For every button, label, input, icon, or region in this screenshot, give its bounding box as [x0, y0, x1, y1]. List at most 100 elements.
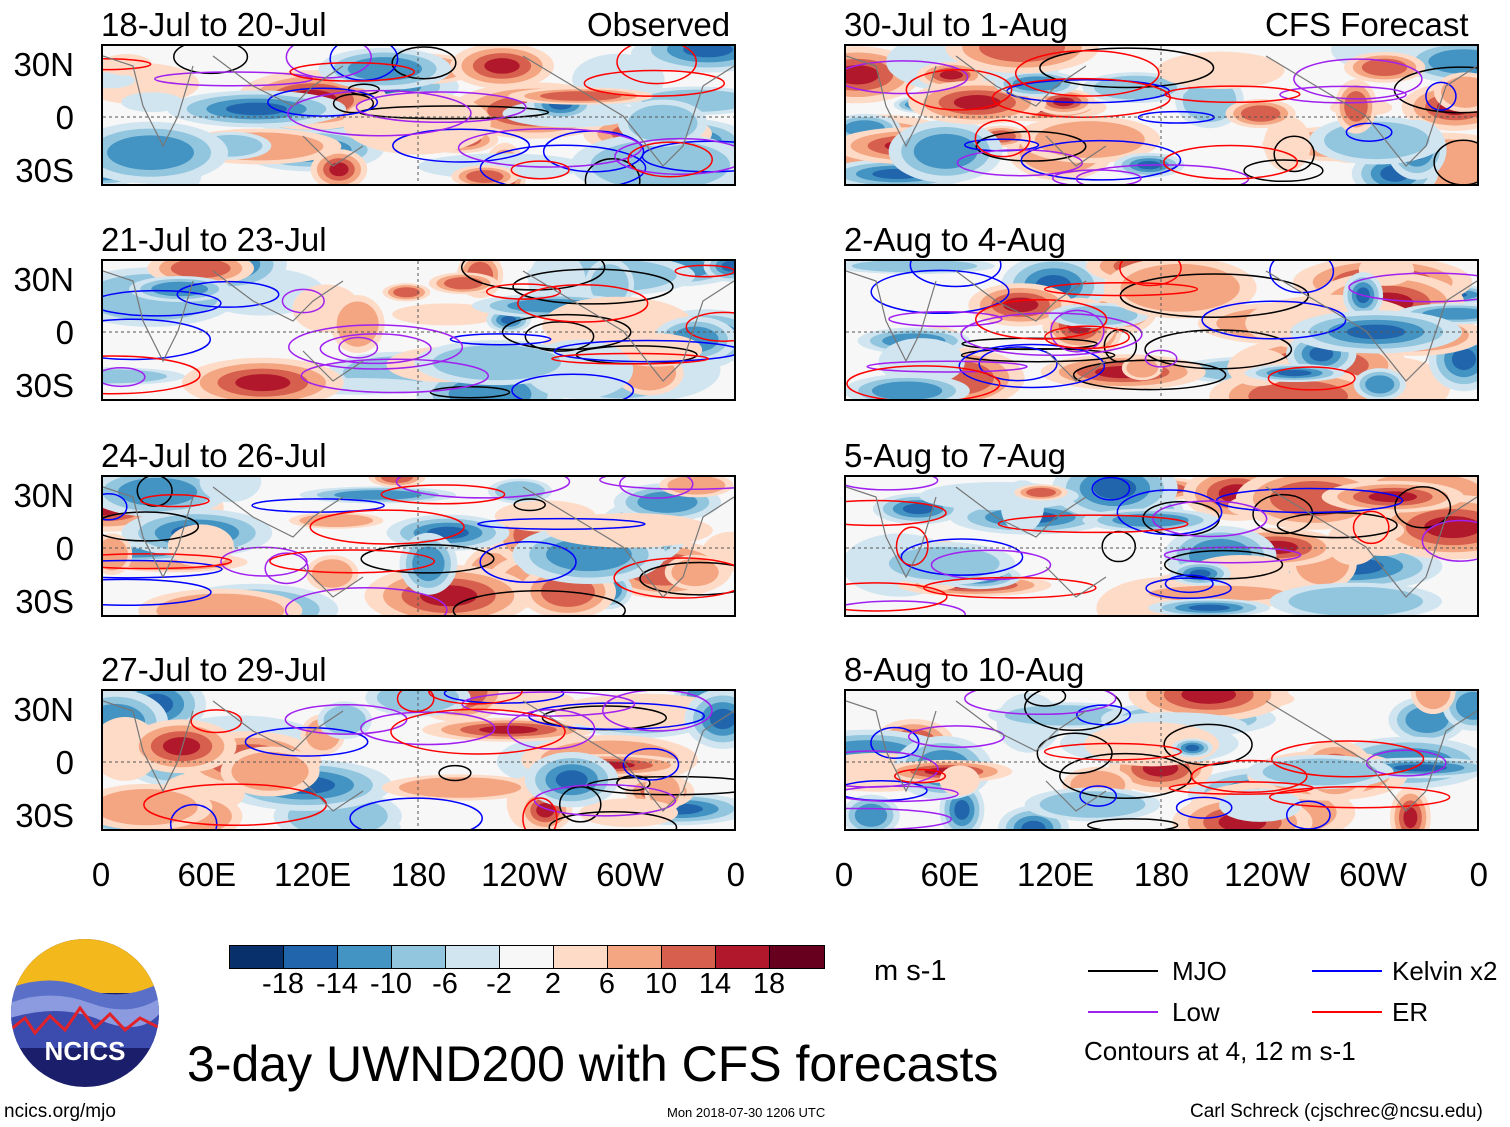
- westerly-anomaly: [398, 777, 522, 798]
- lat-label: 0: [55, 530, 74, 567]
- contour: [1039, 47, 1215, 89]
- map-panel: [844, 259, 1479, 401]
- westerly-anomaly: [1263, 116, 1312, 172]
- anomaly-shading: [846, 477, 1477, 615]
- contour: [1352, 510, 1390, 545]
- contour: [1079, 785, 1117, 807]
- contour: [622, 747, 680, 781]
- panel-title: 18-Jul to 20-Jul: [101, 6, 327, 43]
- contour: [103, 366, 146, 388]
- easterly-anomaly: [555, 770, 588, 790]
- colorbar-units: m s-1: [874, 955, 947, 987]
- westerly-anomaly: [329, 162, 349, 177]
- lat-label: 30N: [13, 46, 74, 83]
- footer-author: Carl Schreck (cjschrec@ncsu.edu): [1190, 1101, 1483, 1122]
- lon-label: 120E: [274, 856, 352, 893]
- contour: [583, 69, 725, 97]
- westerly-anomaly: [667, 477, 726, 495]
- coastlines: [846, 486, 1477, 598]
- contour: [639, 561, 734, 596]
- footer-url[interactable]: ncics.org/mjo: [4, 1101, 116, 1122]
- contour: [103, 58, 152, 71]
- easterly-anomaly: [1277, 369, 1312, 377]
- easterly-anomaly: [199, 477, 262, 503]
- westerly-anomaly: [1368, 491, 1417, 503]
- westerly-anomaly: [393, 287, 420, 298]
- map-panel: [844, 475, 1479, 617]
- contour: [457, 127, 643, 168]
- contour: [1116, 489, 1223, 536]
- contour: [332, 93, 375, 114]
- contour: [103, 289, 222, 317]
- ncics-logo: NCICS: [10, 938, 160, 1093]
- colorbar-swatch: [716, 946, 770, 968]
- contour: [281, 288, 325, 314]
- contour: [396, 691, 435, 713]
- colorbar-swatch: [446, 946, 500, 968]
- contour: [551, 352, 710, 365]
- easterly-anomaly: [590, 264, 629, 306]
- lat-label: 30N: [13, 477, 74, 514]
- lon-label: 120W: [1224, 856, 1311, 893]
- contour: [1036, 732, 1113, 775]
- westerly-anomaly: [162, 737, 201, 756]
- easterly-anomaly: [637, 491, 698, 513]
- contour: [173, 46, 249, 75]
- contour: [438, 764, 472, 782]
- westerly-anomaly: [156, 593, 285, 615]
- contour: [846, 499, 947, 527]
- contour: [460, 261, 606, 291]
- contour: [602, 691, 713, 732]
- contour: [956, 149, 1084, 177]
- contour: [870, 269, 1010, 315]
- colorbar-swatch: [662, 946, 716, 968]
- contour: [958, 343, 1106, 389]
- easterly-anomaly: [871, 381, 943, 399]
- colorbar-swatch: [284, 946, 338, 968]
- contour: [285, 46, 372, 79]
- easterly-anomaly: [1365, 375, 1395, 394]
- contour: [685, 311, 734, 342]
- colorbar-label: 14: [698, 968, 732, 1000]
- contour: [284, 586, 448, 615]
- contour: [390, 708, 566, 755]
- contour: [997, 514, 1189, 534]
- contour: [613, 557, 734, 599]
- contour: [1163, 546, 1302, 564]
- contour: [190, 709, 243, 734]
- westerly-anomaly: [484, 58, 520, 74]
- colorbar-swatch: [770, 946, 824, 968]
- contour: [507, 708, 596, 750]
- easterly-anomaly: [1185, 744, 1200, 752]
- westerly-anomaly: [1415, 691, 1451, 710]
- panel-title: 27-Jul to 29-Jul: [101, 651, 327, 688]
- panel-title: 30-Jul to 1-Aug: [844, 6, 1068, 43]
- contour: [1014, 50, 1160, 97]
- contour: [392, 128, 531, 163]
- contour: [269, 549, 436, 574]
- colorbar-swatch: [392, 946, 446, 968]
- contour: [103, 559, 223, 579]
- contour: [1268, 785, 1451, 809]
- panel-title: 2-Aug to 4-Aug: [844, 221, 1066, 258]
- colorbar-label: -2: [486, 968, 512, 1000]
- contour: [1276, 512, 1398, 539]
- contour: [548, 810, 678, 829]
- contour: [1293, 58, 1423, 100]
- contour: [1285, 800, 1331, 829]
- logo-text: NCICS: [45, 1036, 126, 1066]
- contour: [1365, 749, 1447, 777]
- lon-label: 60E: [177, 856, 237, 893]
- colorbar-label: 2: [544, 968, 562, 1000]
- contour: [1164, 85, 1301, 104]
- legend-line-low: [1088, 1011, 1158, 1013]
- westerly-anomaly: [1034, 121, 1145, 158]
- panel-title: 24-Jul to 26-Jul: [101, 437, 327, 474]
- coastlines: [103, 700, 734, 812]
- wave-contours: [846, 477, 1477, 615]
- contour: [169, 803, 218, 829]
- contour: [1101, 530, 1137, 563]
- lon-label: 60W: [596, 856, 664, 893]
- westerly-anomaly: [1126, 358, 1159, 378]
- contour: [846, 477, 939, 491]
